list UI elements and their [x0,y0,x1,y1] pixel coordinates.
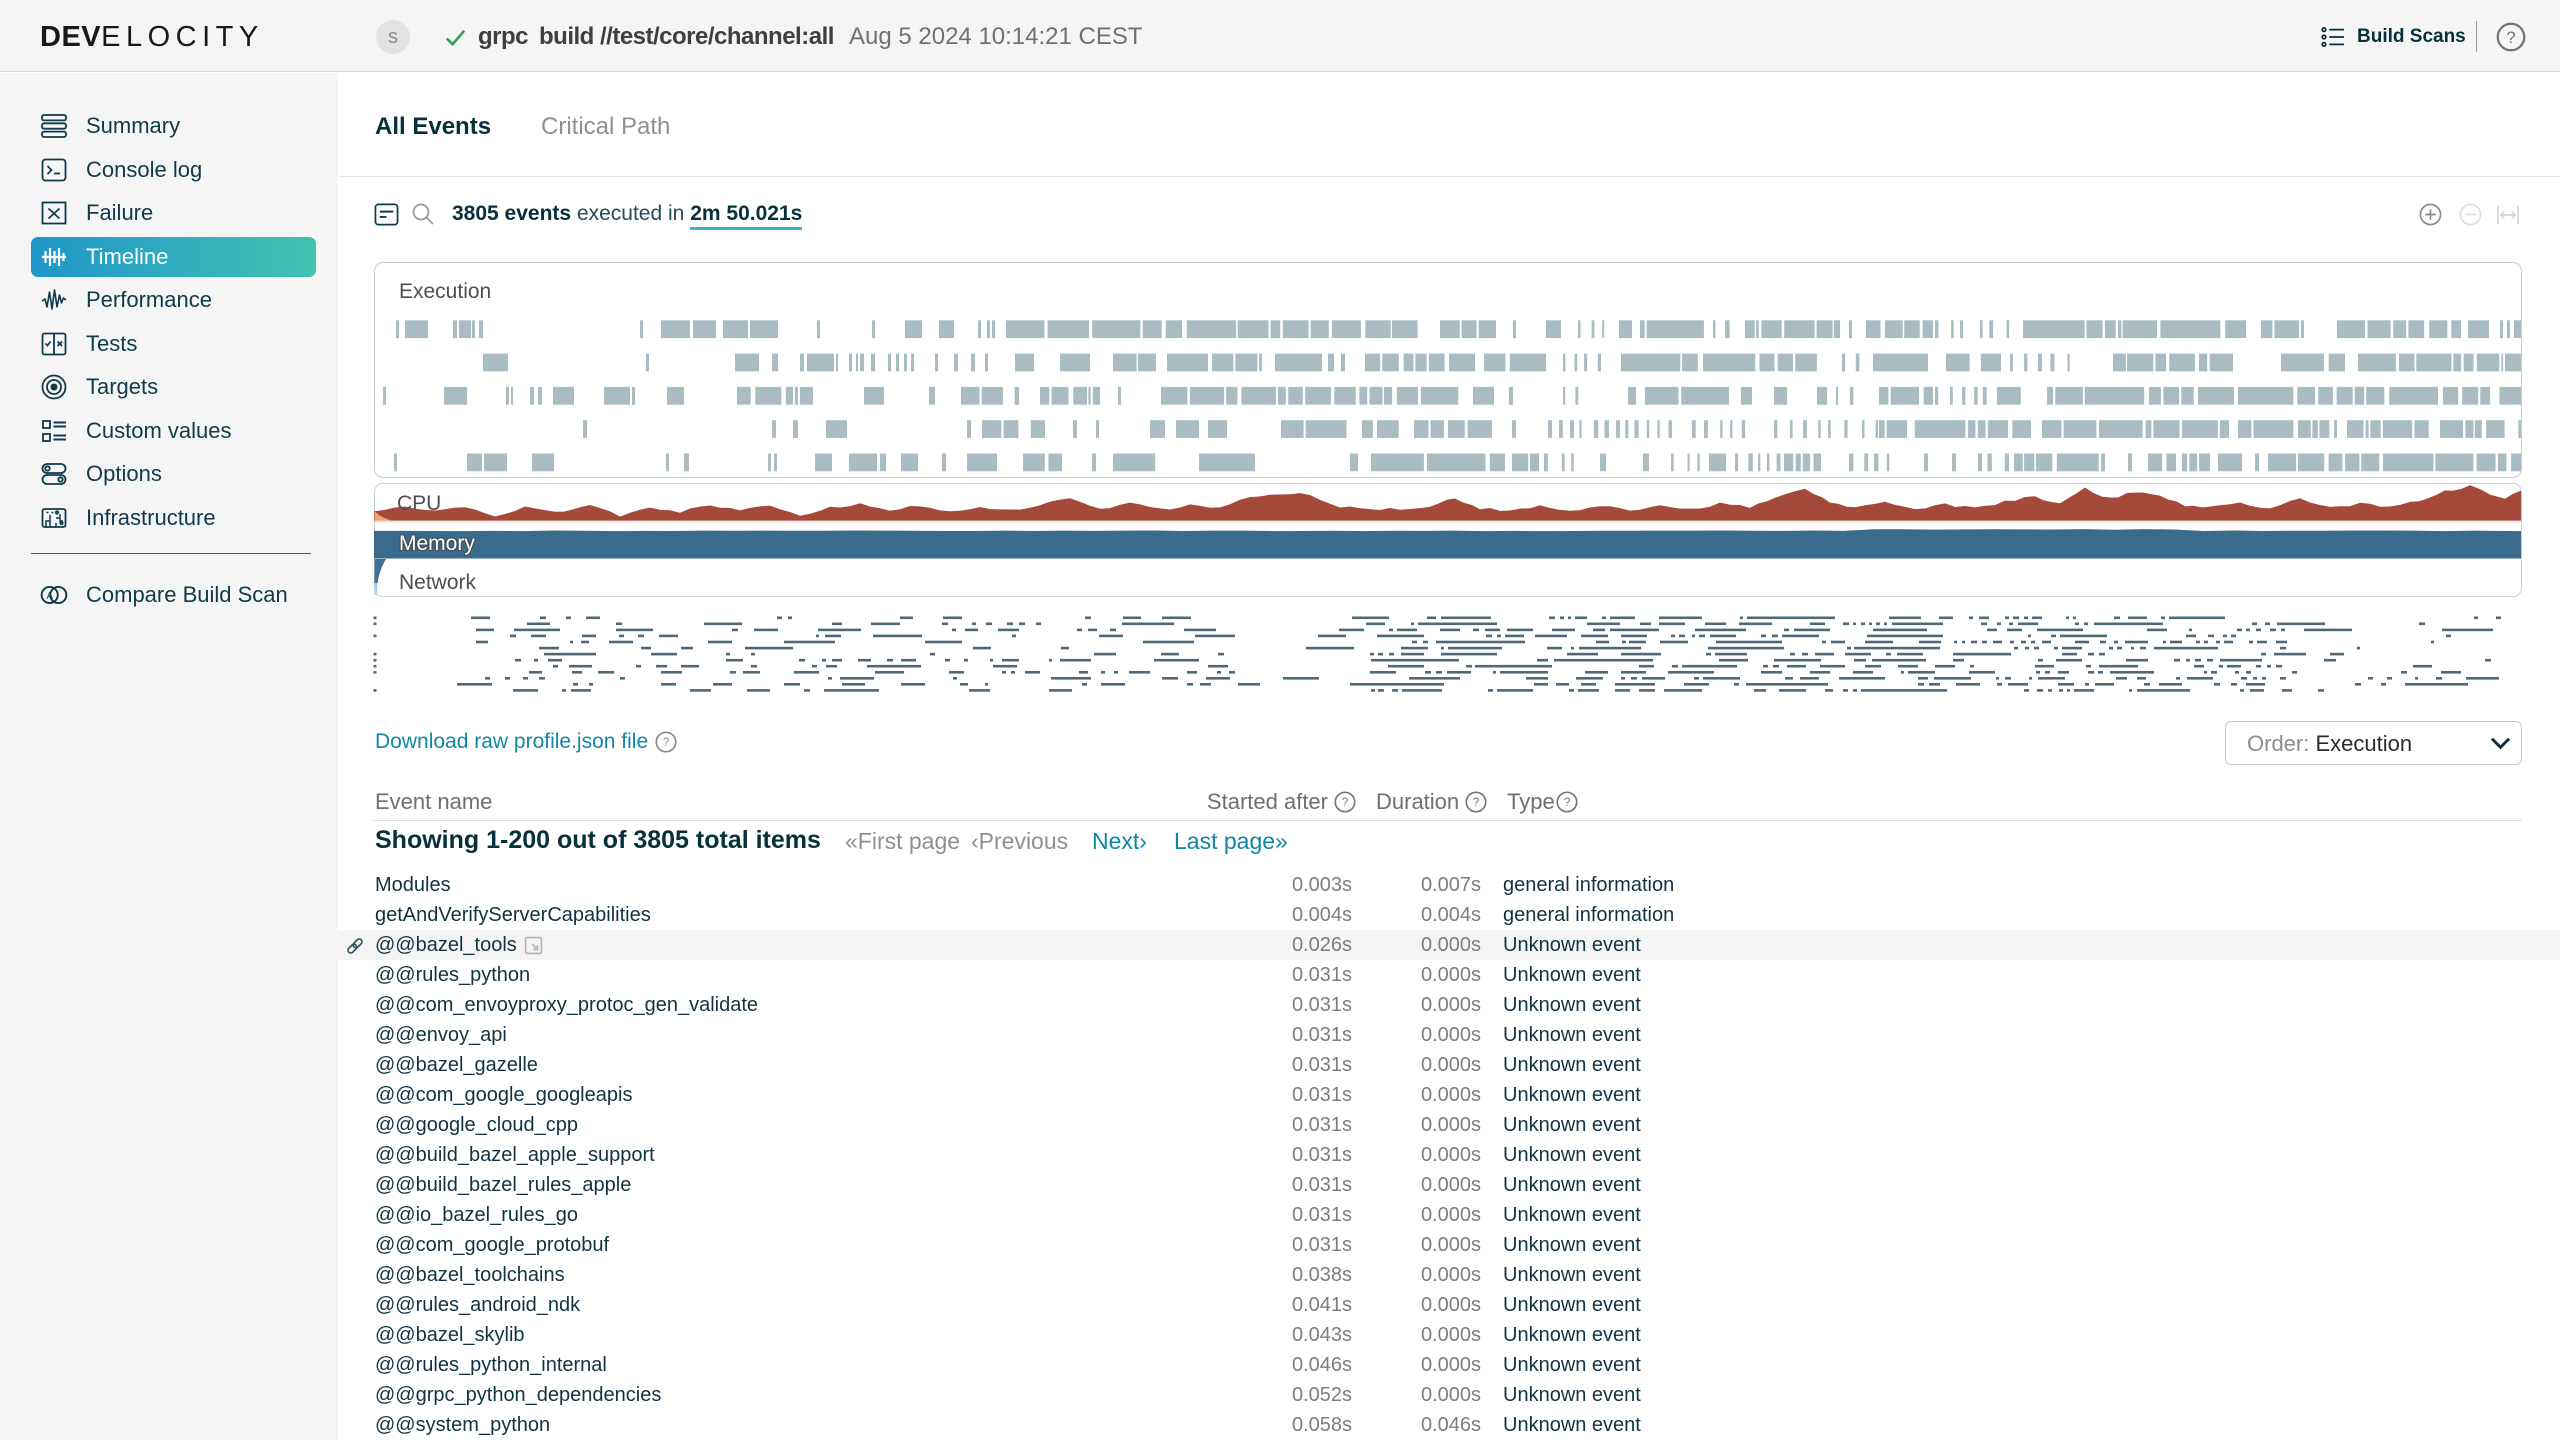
svg-text:?: ? [1473,795,1480,809]
svg-text:?: ? [663,735,670,749]
svg-text:A: A [46,591,53,602]
svg-text:?: ? [2506,29,2515,47]
svg-text:?: ? [1342,795,1349,809]
svg-text:?: ? [1564,795,1571,809]
